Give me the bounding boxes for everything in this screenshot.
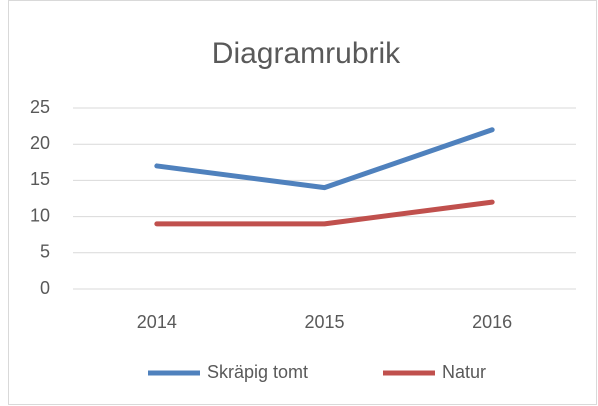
y-tick-label: 15 [30,169,50,189]
y-tick-label: 5 [40,242,50,262]
series-line [154,127,495,191]
series-line [154,199,495,227]
y-tick-label: 20 [30,133,50,153]
legend-label: Skräpig tomt [207,362,308,382]
y-tick-label: 10 [30,205,50,225]
y-tick-label: 0 [40,278,50,298]
y-tick-label: 25 [30,97,50,117]
x-tick-label: 2016 [472,312,512,332]
x-tick-label: 2015 [304,312,344,332]
x-tick-label: 2014 [137,312,177,332]
chart-title: Diagramrubrik [212,37,401,70]
chart-border [8,0,597,405]
legend-label: Natur [442,362,486,382]
